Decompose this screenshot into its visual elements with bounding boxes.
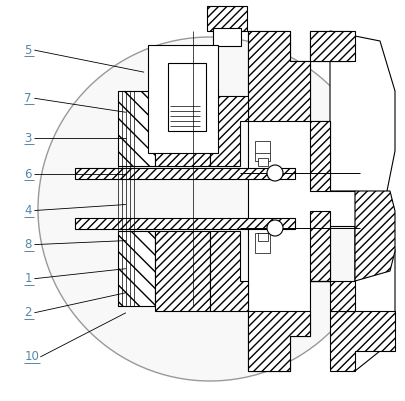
Text: 6: 6 bbox=[24, 168, 32, 181]
Polygon shape bbox=[209, 231, 247, 311]
Polygon shape bbox=[247, 31, 309, 121]
Bar bbox=[257, 158, 267, 166]
Polygon shape bbox=[309, 211, 329, 281]
Bar bbox=[257, 233, 267, 241]
Bar bbox=[148, 45, 217, 153]
Polygon shape bbox=[309, 281, 354, 311]
Polygon shape bbox=[247, 31, 354, 371]
Text: 8: 8 bbox=[24, 238, 32, 251]
Polygon shape bbox=[75, 218, 294, 229]
Text: 2: 2 bbox=[24, 306, 32, 319]
Polygon shape bbox=[354, 191, 394, 281]
Polygon shape bbox=[309, 31, 354, 61]
Bar bbox=[254, 233, 269, 253]
Text: 7: 7 bbox=[24, 92, 32, 105]
Circle shape bbox=[266, 165, 282, 181]
PathPatch shape bbox=[329, 31, 394, 371]
Polygon shape bbox=[118, 231, 155, 306]
Circle shape bbox=[266, 220, 282, 236]
Circle shape bbox=[38, 37, 381, 381]
Polygon shape bbox=[118, 91, 155, 166]
Text: 10: 10 bbox=[24, 350, 39, 363]
Polygon shape bbox=[155, 86, 209, 166]
Polygon shape bbox=[309, 31, 349, 61]
Polygon shape bbox=[247, 311, 309, 371]
Text: 5: 5 bbox=[24, 44, 32, 57]
Bar bbox=[207, 6, 246, 31]
Text: 4: 4 bbox=[24, 204, 32, 217]
Polygon shape bbox=[209, 96, 247, 166]
Text: 3: 3 bbox=[24, 132, 32, 145]
Polygon shape bbox=[329, 311, 394, 371]
Polygon shape bbox=[309, 121, 329, 191]
Bar bbox=[213, 28, 241, 46]
Bar bbox=[254, 141, 269, 161]
Bar bbox=[168, 63, 205, 131]
Text: 1: 1 bbox=[24, 272, 32, 285]
Polygon shape bbox=[155, 231, 209, 311]
Polygon shape bbox=[75, 168, 294, 179]
